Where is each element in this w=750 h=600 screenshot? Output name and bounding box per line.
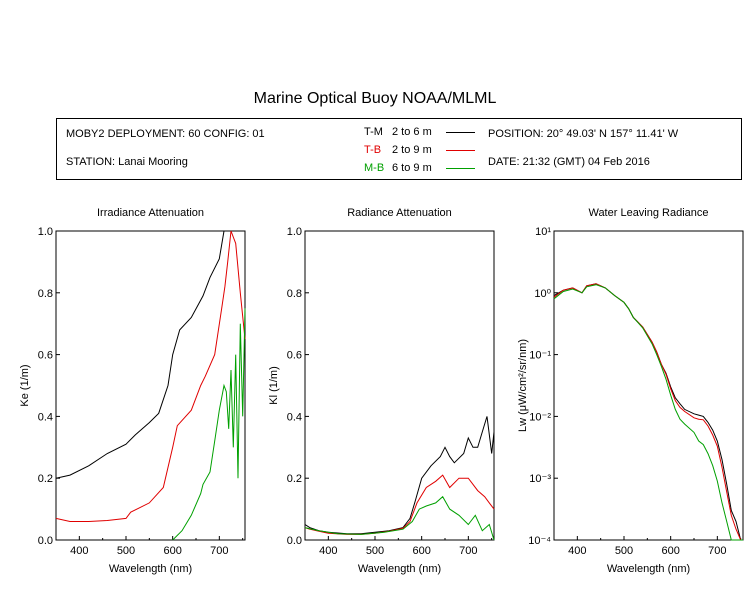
y-tick-label: 0.8 bbox=[38, 288, 53, 300]
series-line-t-m bbox=[304, 416, 495, 535]
legend-line-mb bbox=[446, 168, 475, 169]
y-tick-label: 10⁻¹ bbox=[529, 350, 551, 362]
x-axis-label: Wavelength (nm) bbox=[358, 563, 441, 575]
series-line-t-b bbox=[55, 230, 246, 522]
series-line-t-b bbox=[553, 283, 743, 541]
plot-frame bbox=[553, 230, 744, 541]
legend-code-mb: M-B bbox=[364, 162, 385, 174]
legend-code-tm: T-M bbox=[364, 126, 383, 138]
legend-range-mb: 6 to 9 m bbox=[392, 162, 432, 174]
plot-frame bbox=[55, 230, 246, 541]
x-tick-label: 400 bbox=[568, 545, 586, 557]
y-tick-label: 10⁻² bbox=[529, 411, 551, 423]
chart-panel-2: Radiance Attenuation Wavelength (nm) Kl (1… bbox=[268, 207, 495, 575]
chart-title: Water Leaving Radiance bbox=[588, 207, 708, 219]
series-line-t-b bbox=[304, 474, 495, 535]
legend-range-tm: 2 to 6 m bbox=[392, 126, 432, 138]
y-tick-label: 0.6 bbox=[287, 350, 302, 362]
legend-line-tb bbox=[446, 150, 475, 151]
y-tick-label: 0.4 bbox=[287, 411, 302, 423]
y-tick-label: 10¹ bbox=[535, 226, 551, 238]
x-axis-label: Wavelength (nm) bbox=[109, 563, 192, 575]
position-text: POSITION: 20° 49.03' N 157° 11.41' W bbox=[488, 128, 679, 140]
x-tick-label: 400 bbox=[70, 545, 88, 557]
x-tick-label: 600 bbox=[163, 545, 181, 557]
legend-line-tm bbox=[446, 132, 475, 133]
chart-title: Irradiance Attenuation bbox=[97, 207, 204, 219]
y-tick-label: 0.8 bbox=[287, 288, 302, 300]
x-tick-label: 700 bbox=[210, 545, 228, 557]
y-axis-label: Ke (1/m) bbox=[19, 364, 31, 406]
x-tick-label: 500 bbox=[117, 545, 135, 557]
date-text: DATE: 21:32 (GMT) 04 Feb 2016 bbox=[488, 156, 650, 168]
x-tick-label: 700 bbox=[459, 545, 477, 557]
y-tick-label: 10⁻⁴ bbox=[528, 535, 551, 547]
series-line-t-m bbox=[553, 283, 743, 541]
x-axis-label: Wavelength (nm) bbox=[607, 563, 690, 575]
deployment-info-box: MOBY2 DEPLOYMENT: 60 CONFIG: 01 STATION:… bbox=[56, 118, 742, 180]
plot-frame bbox=[304, 230, 495, 541]
station-text: STATION: Lanai Mooring bbox=[66, 156, 188, 168]
series-line-m-b bbox=[304, 495, 495, 541]
x-tick-label: 400 bbox=[319, 545, 337, 557]
chart-panel-1: Irradiance Attenuation Wavelength (nm) Ke … bbox=[19, 207, 246, 575]
legend-range-tb: 2 to 9 m bbox=[392, 144, 432, 156]
x-tick-label: 500 bbox=[366, 545, 384, 557]
series-line-m-b bbox=[553, 284, 743, 541]
chart-panel-3: Water Leaving Radiance Wavelength (nm) Lw … bbox=[517, 207, 744, 575]
x-tick-label: 700 bbox=[708, 545, 726, 557]
x-tick-label: 500 bbox=[615, 545, 633, 557]
y-tick-label: 0.2 bbox=[38, 473, 53, 485]
deployment-text: MOBY2 DEPLOYMENT: 60 CONFIG: 01 bbox=[66, 128, 265, 140]
y-axis-label: Lw (μW/cm²/sr/nm) bbox=[517, 339, 529, 432]
series-line-m-b bbox=[172, 308, 246, 541]
y-tick-label: 1.0 bbox=[38, 226, 53, 238]
y-tick-label: 10⁰ bbox=[534, 288, 551, 300]
y-tick-label: 0.6 bbox=[38, 350, 53, 362]
y-axis-label: Kl (1/m) bbox=[268, 366, 280, 405]
chart-main-title: Marine Optical Buoy NOAA/MLML bbox=[253, 90, 497, 107]
x-tick-label: 600 bbox=[661, 545, 679, 557]
y-tick-label: 10⁻³ bbox=[529, 473, 551, 485]
y-tick-label: 1.0 bbox=[287, 226, 302, 238]
chart-title: Radiance Attenuation bbox=[347, 207, 452, 219]
y-tick-label: 0.0 bbox=[287, 535, 302, 547]
y-tick-label: 0.2 bbox=[287, 473, 302, 485]
y-tick-label: 0.4 bbox=[38, 411, 53, 423]
legend-code-tb: T-B bbox=[364, 144, 382, 156]
x-tick-label: 600 bbox=[412, 545, 430, 557]
y-tick-label: 0.0 bbox=[38, 535, 53, 547]
series-line-t-m bbox=[55, 230, 225, 479]
